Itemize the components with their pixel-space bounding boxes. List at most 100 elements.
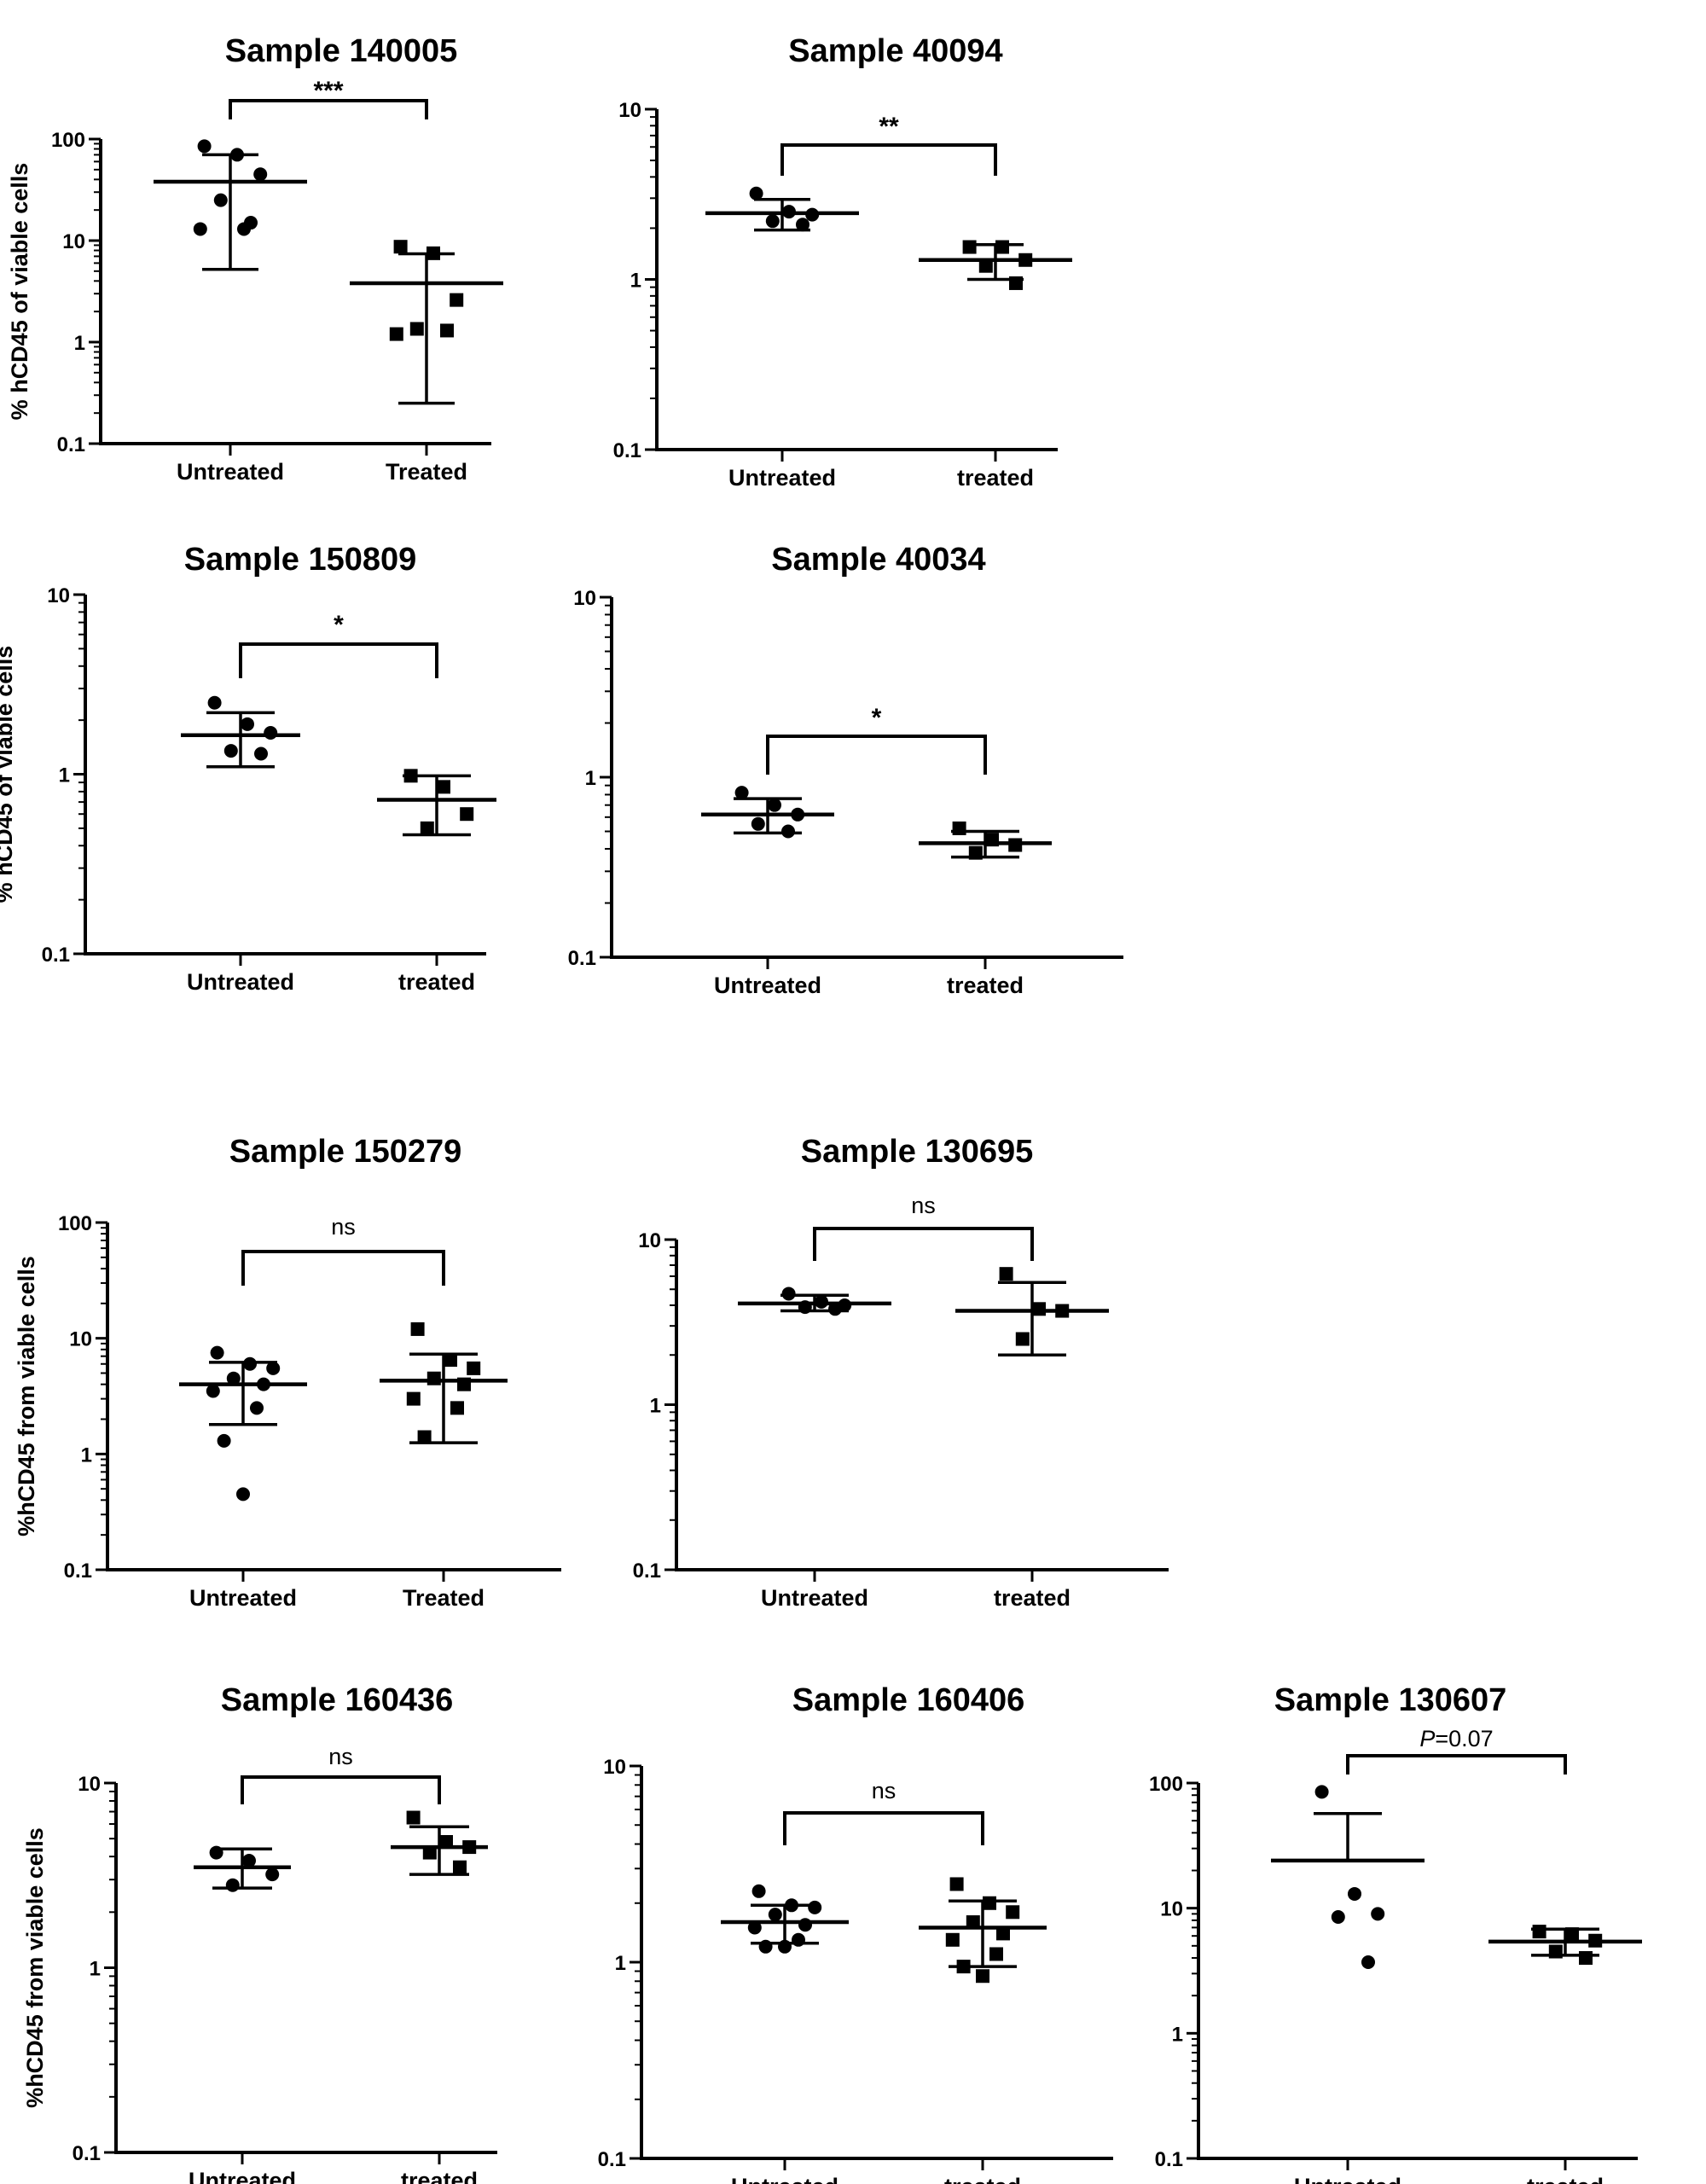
significance-bracket bbox=[1346, 1754, 1567, 1774]
panel-title: Sample 130607 bbox=[1274, 1682, 1507, 1718]
panel-p7: Sample 160436 0.1 1 10 %hCD45 from viable ce… bbox=[22, 1682, 497, 2184]
data-point bbox=[417, 1430, 432, 1444]
significance-bracket bbox=[783, 1811, 984, 1845]
data-point bbox=[956, 1960, 971, 1974]
data-point bbox=[439, 1835, 453, 1850]
panel-p5: Sample 150279 0.1 1 10 100 %hCD45 from viable… bbox=[14, 1134, 561, 1611]
y-tick-label: 1 bbox=[1172, 2023, 1183, 2046]
data-point bbox=[236, 1487, 250, 1502]
data-point bbox=[250, 1401, 264, 1415]
data-point bbox=[393, 240, 408, 254]
significance-label: * bbox=[334, 611, 344, 639]
y-tick-label: 10 bbox=[1160, 1898, 1183, 1921]
data-point bbox=[781, 1287, 796, 1301]
panel-p6: Sample 130695 0.1 1 10 Untreated treated ns bbox=[633, 1134, 1169, 1611]
x-tick-label: Untreated bbox=[728, 465, 836, 491]
data-point bbox=[796, 218, 809, 232]
data-point bbox=[791, 807, 805, 822]
significance-bracket bbox=[780, 143, 997, 176]
data-point bbox=[1348, 1886, 1361, 1901]
significance-label: P=0.07 bbox=[1419, 1726, 1493, 1751]
data-point bbox=[782, 205, 796, 219]
panel-p1: Sample 140005 0.1 1 10 100 % hCD45 of viable … bbox=[7, 33, 503, 485]
data-point bbox=[1009, 276, 1023, 290]
panel-title: Sample 40094 bbox=[788, 33, 1002, 69]
data-point bbox=[389, 327, 403, 341]
data-point bbox=[952, 821, 966, 835]
y-tick-label: 100 bbox=[1149, 1773, 1183, 1796]
y-tick-label: 100 bbox=[58, 1212, 92, 1235]
panel-p4: Sample 40034 0.1 1 10 Untreated treated * bbox=[568, 542, 1123, 998]
data-point bbox=[751, 1884, 766, 1898]
y-tick-label: 10 bbox=[638, 1229, 661, 1252]
data-point bbox=[749, 186, 763, 200]
y-tick-label: 1 bbox=[59, 764, 70, 787]
panel-title: Sample 160406 bbox=[792, 1682, 1025, 1718]
data-point bbox=[460, 807, 474, 822]
data-point bbox=[266, 1361, 281, 1375]
panel-title: Sample 140005 bbox=[225, 33, 458, 69]
data-point bbox=[193, 222, 207, 236]
x-tick-label: treated bbox=[947, 973, 1024, 998]
data-point bbox=[1015, 1332, 1030, 1346]
panel-p3: Sample 150809 0.1 1 10 % hCD45 of viable cel… bbox=[0, 542, 496, 995]
data-point bbox=[253, 167, 268, 182]
data-point bbox=[209, 1845, 223, 1860]
data-point bbox=[440, 323, 454, 338]
data-point bbox=[213, 193, 228, 207]
data-point bbox=[264, 725, 278, 740]
data-point bbox=[226, 1371, 241, 1385]
panel-title: Sample 150809 bbox=[184, 542, 417, 578]
x-tick-label: treated bbox=[957, 465, 1034, 491]
data-point bbox=[968, 845, 983, 860]
data-point bbox=[805, 207, 820, 222]
x-tick-label: Untreated bbox=[189, 2168, 296, 2184]
significance-bracket bbox=[241, 1250, 445, 1286]
significance-label: * bbox=[872, 704, 882, 732]
data-point bbox=[996, 1926, 1010, 1941]
data-point bbox=[1055, 1304, 1070, 1318]
significance-bracket bbox=[229, 99, 428, 119]
panel-title: Sample 160436 bbox=[221, 1682, 454, 1718]
data-point bbox=[949, 1877, 964, 1891]
data-point bbox=[976, 1969, 989, 1984]
data-point bbox=[792, 1932, 805, 1947]
data-point bbox=[1361, 1955, 1375, 1969]
data-point bbox=[734, 786, 749, 800]
y-tick-label: 1 bbox=[90, 1958, 101, 1981]
y-tick-label: 1 bbox=[615, 1952, 626, 1975]
data-point bbox=[225, 1878, 240, 1892]
y-tick-label: 10 bbox=[618, 99, 641, 122]
y-tick-label: 10 bbox=[47, 584, 70, 607]
x-tick-label: Untreated bbox=[714, 973, 821, 998]
data-point bbox=[467, 1361, 481, 1375]
data-point bbox=[409, 322, 424, 336]
data-point bbox=[1032, 1302, 1046, 1316]
x-tick-label: Untreated bbox=[177, 459, 284, 485]
data-point bbox=[462, 1840, 477, 1855]
data-point bbox=[230, 148, 244, 162]
data-point bbox=[457, 1377, 471, 1391]
data-point bbox=[1314, 1785, 1329, 1799]
x-tick-label: Untreated bbox=[1294, 2174, 1401, 2184]
y-tick-label: 0.1 bbox=[613, 439, 641, 462]
y-tick-label: 1 bbox=[630, 270, 641, 293]
y-tick-label: 0.1 bbox=[598, 2148, 626, 2171]
data-point bbox=[962, 240, 977, 254]
x-tick-label: treated bbox=[1527, 2174, 1604, 2184]
significance-label: *** bbox=[313, 77, 343, 105]
data-point bbox=[243, 1356, 257, 1371]
significance-bracket bbox=[239, 642, 438, 678]
panel-p8: Sample 160406 0.1 1 10 Untreated treated ns bbox=[598, 1682, 1113, 2184]
data-point bbox=[410, 1321, 425, 1336]
y-tick-label: 1 bbox=[74, 332, 85, 355]
panel-title: Sample 150279 bbox=[229, 1134, 462, 1170]
data-point bbox=[778, 1939, 792, 1954]
data-point bbox=[765, 214, 780, 229]
y-tick-label: 100 bbox=[51, 129, 85, 152]
data-point bbox=[945, 1932, 960, 1947]
y-tick-label: 10 bbox=[603, 1756, 626, 1779]
significance-bracket bbox=[766, 735, 987, 775]
data-point bbox=[1548, 1944, 1563, 1959]
